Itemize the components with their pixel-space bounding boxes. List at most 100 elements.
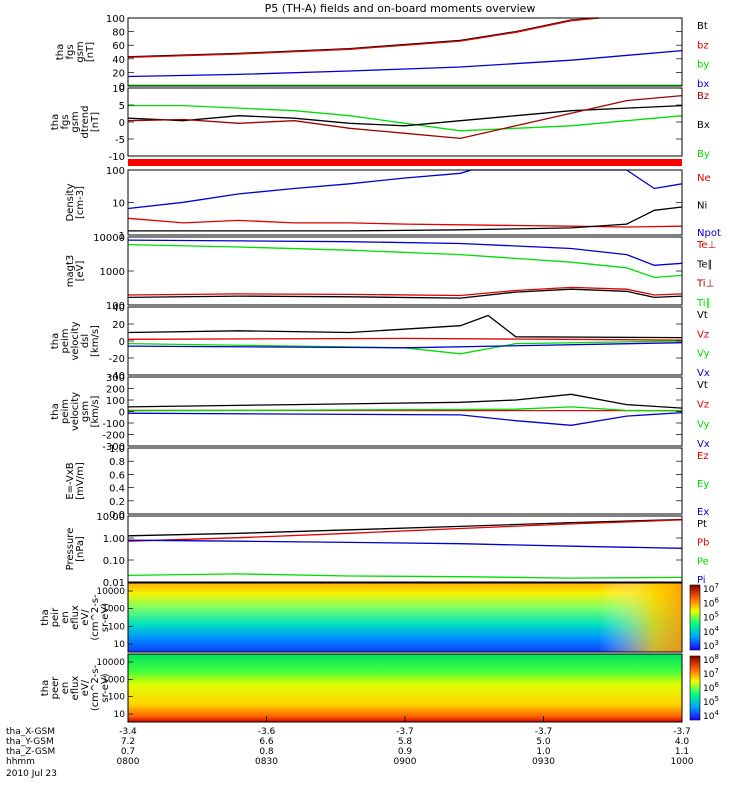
legend-entry: Pb xyxy=(697,538,709,549)
legend-entry: Ti⊥ xyxy=(696,279,714,290)
tick-label: 0 xyxy=(119,337,125,348)
panel-3: 10000 1000 100 Te⊥ Te∥ Ti⊥ Ti∥ magt3[eV] xyxy=(65,233,716,312)
series-line-Npot xyxy=(127,169,683,210)
series-line-Pi xyxy=(127,539,683,549)
tick-label: 100 xyxy=(106,301,125,312)
colorbar-tick: 103 xyxy=(703,639,719,652)
x-row-value: 5.0 xyxy=(536,737,551,747)
panel-frame xyxy=(127,236,683,306)
page-title: P5 (TH-A) fields and on-board moments ov… xyxy=(265,2,536,15)
spectrogram-9 xyxy=(128,654,682,722)
tick-label: 100 xyxy=(106,14,125,25)
legend-entry: Ti∥ xyxy=(696,298,711,309)
panel-7: 10.00 1.00 0.10 0.01 Pt Pb Pe Pi Pressure[nPa] xyxy=(65,512,709,589)
colorbar-tick: 104 xyxy=(703,625,719,638)
x-row-value: 0.8 xyxy=(259,747,274,757)
series-line-bz xyxy=(127,17,599,59)
tick-label: 10 xyxy=(112,84,125,95)
legend-entry: bx xyxy=(697,79,709,90)
series-line-Vy xyxy=(127,340,683,355)
x-row-value: 6.6 xyxy=(259,737,274,747)
legend-entry: Ex xyxy=(697,507,709,518)
x-row-value: 0900 xyxy=(394,757,417,767)
legend-entry: Ni xyxy=(697,201,707,212)
tick-label: 0 xyxy=(119,408,125,419)
x-row-value: 0930 xyxy=(532,757,555,767)
tick-label: 80 xyxy=(112,28,125,39)
x-row-value: 0830 xyxy=(255,757,278,767)
tick-label: 0.6 xyxy=(109,470,125,481)
x-row-value: -3.7 xyxy=(673,727,691,737)
panel-1: 10 5 0 -5 -10 Bz Bx By thafgsgsmdtrend[nT] xyxy=(50,84,710,163)
legend-entry: Vt xyxy=(697,380,708,391)
ephemeris-bar xyxy=(128,159,682,166)
legend-entry: Vx xyxy=(697,439,710,450)
tick-label: 1.0 xyxy=(109,444,125,455)
tick-label: 0.8 xyxy=(109,457,125,468)
series-line-Ti⊥ xyxy=(127,239,683,266)
x-row-value: 4.0 xyxy=(675,737,690,747)
series-line-Te⊥ xyxy=(127,286,683,297)
y-axis-label: Density[cm-3] xyxy=(65,183,86,221)
panel-frame xyxy=(127,306,683,376)
series-line-Pb xyxy=(127,519,683,542)
tick-label: 20 xyxy=(112,68,125,79)
x-row-label: hhmm xyxy=(6,757,35,767)
y-axis-label: thapeerenefluxeV/(cm^2-s-sr-eV) xyxy=(40,664,111,711)
x-row-value: 0800 xyxy=(117,757,140,767)
panel-8: 10710610510410310000100010010thapeirenef… xyxy=(40,582,719,653)
x-row-value: 7.2 xyxy=(121,737,135,747)
legend-entry: Ez xyxy=(697,451,709,462)
legend-entry: by xyxy=(697,60,709,71)
tick-label: 0 xyxy=(119,82,125,93)
x-row-value: -3.7 xyxy=(396,727,414,737)
tick-label: 1000 xyxy=(102,605,125,615)
legend-entry: Vx xyxy=(697,368,710,379)
legend-entry: Pi xyxy=(697,575,706,586)
tick-label: 10 xyxy=(114,640,126,650)
series-line-Vz xyxy=(127,337,683,341)
x-row-label: tha_X-GSM xyxy=(6,727,55,737)
spectrogram-overlay xyxy=(128,583,682,652)
panel-frame xyxy=(127,376,683,447)
x-row-value: -3.7 xyxy=(535,727,553,737)
tick-label: 0.4 xyxy=(109,484,125,495)
x-row-value: 0.9 xyxy=(398,747,413,757)
x-axis: tha_X-GSM -3.4 -3.6 -3.7 -3.7 -3.7 tha_Y-GSM 7.… xyxy=(6,716,694,779)
tick-label: 10.00 xyxy=(96,512,125,523)
x-row-value: 5.8 xyxy=(398,737,413,747)
tick-label: 300 xyxy=(106,373,125,384)
tick-label: -100 xyxy=(102,419,125,430)
x-row-value: 1.1 xyxy=(675,747,689,757)
tick-label: -20 xyxy=(109,354,125,365)
legend-entry: Vz xyxy=(697,329,709,340)
tick-label: 100 xyxy=(108,622,125,632)
panel-frame xyxy=(127,582,683,653)
x-row-value: 1.0 xyxy=(536,747,551,757)
panel-4: 40 20 0 -20 -40 Vt Vz Vy Vx thapeimvelocitydsl[km… xyxy=(50,303,710,382)
legend-entry: Te⊥ xyxy=(696,240,716,251)
tick-label: 0 xyxy=(119,118,125,129)
series-line-Bx xyxy=(127,104,683,127)
panel-6: 1.0 0.8 0.6 0.4 0.2 0.0 Ez Ey Ex E=-VxB[mV/m] xyxy=(65,444,709,521)
tick-label: -300 xyxy=(102,442,125,453)
x-row-value: -3.6 xyxy=(258,727,276,737)
tick-label: 0.0 xyxy=(109,510,125,521)
colorbar-tick: 105 xyxy=(703,695,719,708)
tick-label: 100 xyxy=(106,396,125,407)
tick-label: 0.01 xyxy=(103,578,125,589)
colorbar-tick: 106 xyxy=(703,681,719,694)
x-row-label: tha_Z-GSM xyxy=(6,747,55,757)
series-line-Ti∥ xyxy=(127,243,683,279)
tick-label: 60 xyxy=(112,41,125,52)
legend-entry: Pt xyxy=(697,519,707,530)
tick-label: 10 xyxy=(112,199,125,210)
legend-entry: Te∥ xyxy=(696,259,713,270)
colorbar-tick: 108 xyxy=(703,653,719,666)
tick-label: 10000 xyxy=(93,233,125,244)
tick-label: 100 xyxy=(108,693,125,703)
series-line-Vx xyxy=(127,411,683,426)
series-line-Ni xyxy=(128,206,683,232)
y-axis-label: thapeimvelocitygsm[km/s] xyxy=(50,392,101,431)
